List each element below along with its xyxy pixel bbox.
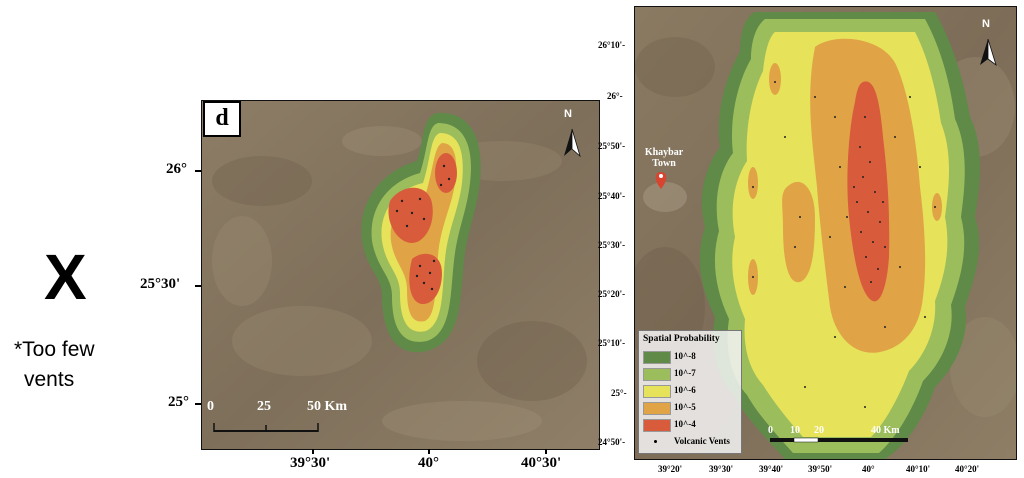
lat-label-25-40: 25°40'- — [598, 191, 626, 201]
lon-label-40: 40° — [418, 455, 439, 471]
lon-label-39-40: 39°40' — [759, 464, 784, 474]
vent-dot-icon — [654, 440, 657, 443]
lat-label-26-10: 26°10'- — [598, 40, 626, 50]
lat-label-25-10: 25°10'- — [598, 338, 626, 348]
town-marker-icon — [655, 172, 667, 189]
scale-bar-right — [770, 437, 908, 443]
scale-tick-0-right: 0 — [768, 425, 773, 436]
scale-tick-10-right: 10 — [790, 425, 800, 436]
legend-label: Volcanic Vents — [674, 436, 730, 446]
north-arrow-icon-right — [980, 38, 997, 67]
town-label-line-2: Town — [652, 158, 676, 169]
map-panel-right — [634, 6, 1017, 460]
lat-label-25-50: 25°50'- — [598, 141, 626, 151]
map-d-svg — [202, 101, 599, 449]
spatial-probability-legend: Spatial Probability 10^-8 10^-7 10^-6 10… — [638, 330, 742, 454]
town-label: Khaybar Town — [640, 147, 688, 169]
panel-label-d: d — [203, 101, 241, 137]
lat-label-26: 26° — [166, 161, 187, 177]
lon-label-39-30: 39°30' — [290, 455, 331, 471]
town-label-line-1: Khaybar — [644, 147, 684, 158]
legend-swatch — [643, 385, 671, 398]
lon-tick — [312, 449, 314, 454]
scale-tick-0-d: 0 — [207, 399, 214, 414]
note-line-2: vents — [24, 368, 75, 391]
lat-tick — [195, 403, 201, 405]
legend-swatch — [643, 419, 671, 432]
legend-item: 10^-4 — [643, 419, 739, 432]
scale-bar-d — [213, 423, 319, 432]
lon-label-39-20: 39°20' — [658, 464, 683, 474]
map-panel-d — [201, 100, 600, 450]
lat-label-25-20: 25°20'- — [598, 289, 626, 299]
lon-label-39-50: 39°50' — [808, 464, 833, 474]
legend-label: 10^-5 — [674, 402, 696, 412]
scale-tick-50-d: 50 Km — [307, 399, 348, 414]
lon-label-40-20: 40°20' — [955, 464, 980, 474]
scale-tick-40-right: 40 Km — [871, 425, 900, 436]
north-label-d: N — [564, 108, 572, 120]
lat-tick — [195, 285, 201, 287]
legend-label: 10^-7 — [674, 368, 696, 378]
volcanic-vents-d — [395, 164, 451, 291]
too-few-vents-note: *Too few vents — [14, 335, 124, 395]
lat-label-24-50: 24°50'- — [598, 437, 626, 447]
exclusion-mark: X — [44, 241, 87, 313]
north-label-right: N — [982, 18, 990, 30]
legend-swatch — [643, 402, 671, 415]
probability-zones-right — [699, 12, 980, 459]
scale-tick-20-right: 20 — [814, 425, 824, 436]
lon-label-40-30: 40°30' — [521, 455, 562, 471]
note-line-1: *Too few — [14, 338, 95, 361]
volcanic-vents-right — [752, 81, 936, 408]
map-right-svg — [635, 7, 1016, 459]
lat-label-26-r: 26°- — [607, 91, 623, 101]
lon-tick — [545, 449, 547, 454]
legend-item: 10^-7 — [643, 368, 739, 381]
lat-label-25-30: 25°30' — [140, 276, 181, 292]
legend-label: 10^-6 — [674, 385, 696, 395]
lon-label-40-r: 40° — [862, 464, 875, 474]
lat-label-25-r: 25°- — [611, 388, 627, 398]
legend-title: Spatial Probability — [643, 334, 720, 344]
legend-swatch — [643, 351, 671, 364]
lon-label-39-30-r: 39°30' — [709, 464, 734, 474]
legend-item-vents: Volcanic Vents — [643, 436, 739, 448]
legend-label: 10^-4 — [674, 419, 696, 429]
north-arrow-icon-d — [564, 128, 581, 158]
lat-label-25-30-r: 25°30'- — [598, 240, 626, 250]
legend-swatch — [643, 368, 671, 381]
probability-zones-d — [361, 112, 481, 353]
legend-item: 10^-6 — [643, 385, 739, 398]
lon-label-40-10: 40°10' — [906, 464, 931, 474]
lat-label-25: 25° — [168, 394, 189, 410]
scale-tick-25-d: 25 — [257, 399, 271, 414]
lat-tick — [195, 170, 201, 172]
legend-item: 10^-5 — [643, 402, 739, 415]
lon-tick — [428, 449, 430, 454]
legend-item: 10^-8 — [643, 351, 739, 364]
legend-label: 10^-8 — [674, 351, 696, 361]
